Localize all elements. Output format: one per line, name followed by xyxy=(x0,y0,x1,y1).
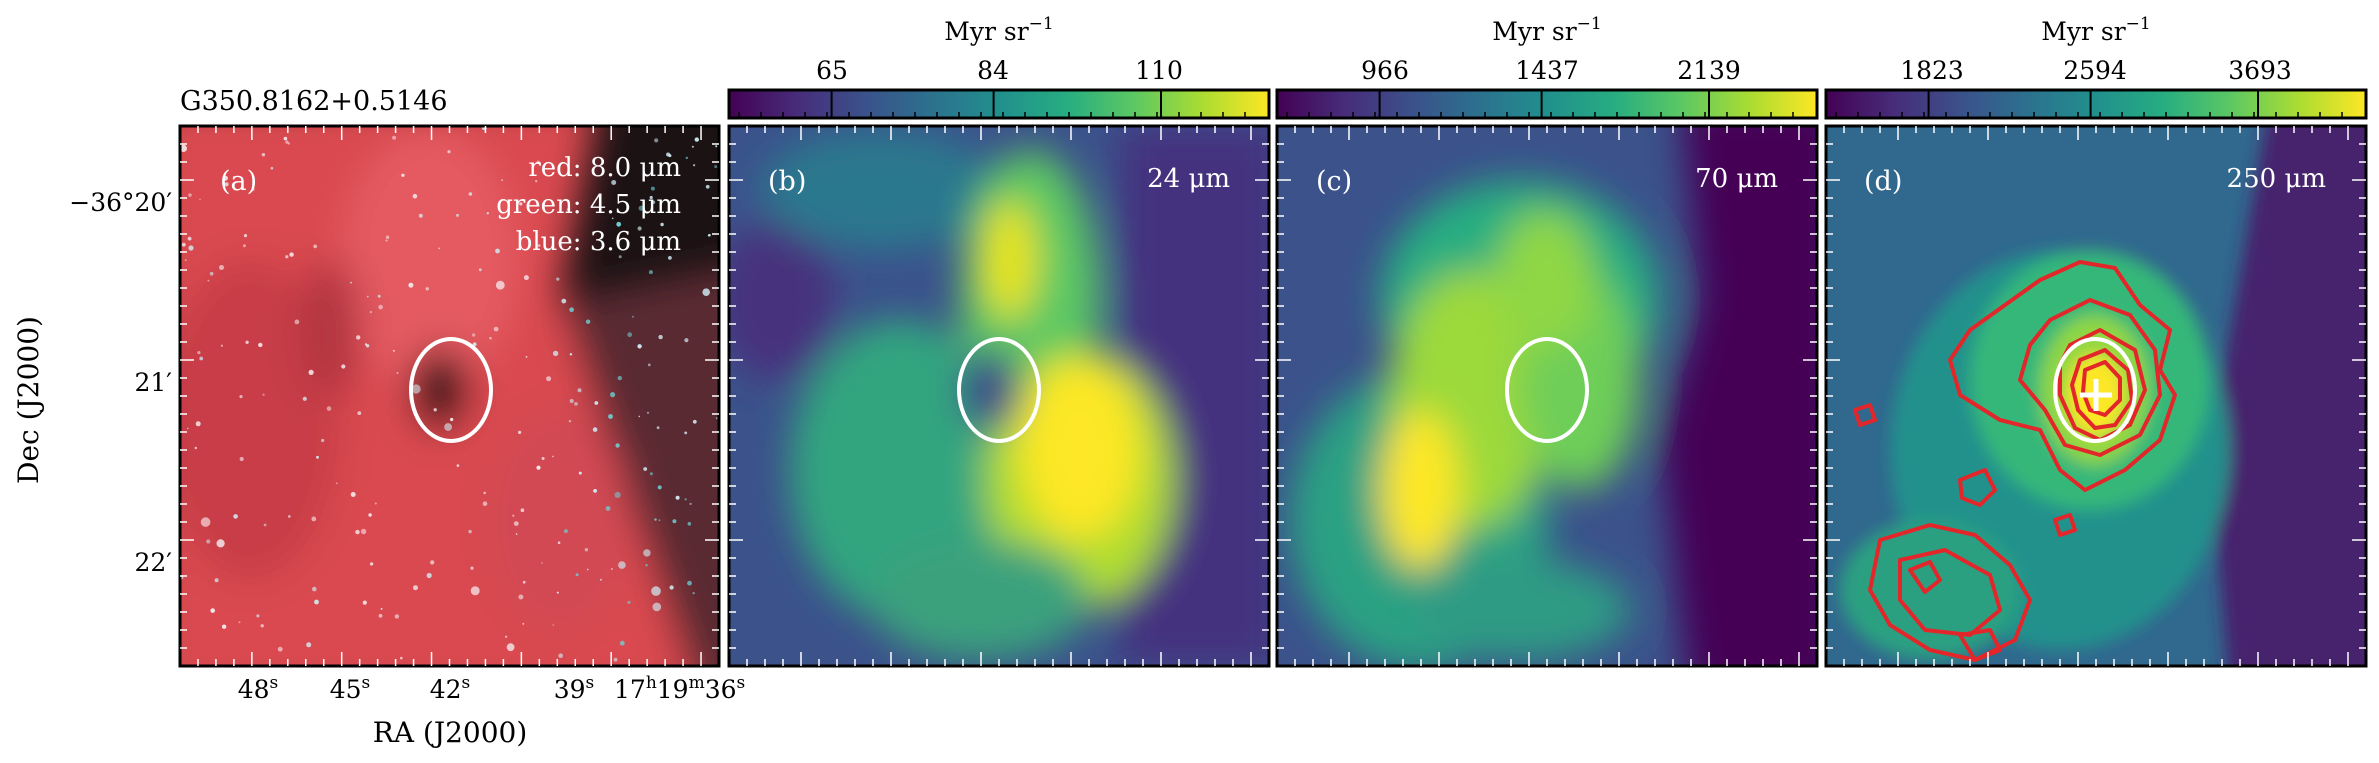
colorbar-b: Myr sr−1 65 84 110 xyxy=(727,14,1271,120)
colorbar-d-tick-0: 1823 xyxy=(1900,56,1964,85)
ra-tick-0: 48s xyxy=(238,673,279,704)
dec-tick-2: 22′ xyxy=(135,548,173,577)
panel-a-letter: (a) xyxy=(220,166,257,197)
panel-c-letter: (c) xyxy=(1316,166,1352,197)
panel-d-peak-cross xyxy=(2080,379,2112,411)
dec-tick-0: −36°20′ xyxy=(69,188,172,217)
panel-a-legend-blue: blue: 3.6 μm xyxy=(516,227,681,257)
ra-tick-4: 17h19m36s xyxy=(614,673,745,704)
colorbar-d-unit: Myr sr−1 xyxy=(2041,14,2150,46)
colorbar-d-tick-1: 2594 xyxy=(2063,56,2127,85)
panel-a-ticks xyxy=(180,126,719,666)
panel-b-image xyxy=(729,126,1269,666)
colorbar-b-tick-2: 110 xyxy=(1135,56,1183,85)
colorbar-c-tick-1: 1437 xyxy=(1515,56,1579,85)
panel-a-legend-green: green: 4.5 μm xyxy=(496,190,681,220)
panel-b-band: 24 μm xyxy=(1147,164,1230,194)
y-axis-label: Dec (J2000) xyxy=(12,316,45,484)
panel-d-band: 250 μm xyxy=(2227,164,2326,194)
colorbar-b-ticks xyxy=(738,90,1246,118)
ra-tick-1: 45s xyxy=(330,673,371,704)
panel-b-letter: (b) xyxy=(768,166,806,197)
panel-d-contours xyxy=(1853,260,2177,662)
panel-a-legend-red: red: 8.0 μm xyxy=(528,153,681,183)
panel-b-ticks xyxy=(729,126,1269,666)
panel-a-image xyxy=(180,126,719,666)
colorbar-c: Myr sr−1 966 1437 2139 xyxy=(1275,14,1819,120)
source-name: G350.8162+0.5146 xyxy=(180,86,448,117)
panel-a-stars xyxy=(180,126,718,662)
colorbar-b-tick-0: 65 xyxy=(816,56,848,85)
colorbar-c-tick-2: 2139 xyxy=(1677,56,1741,85)
panel-d: (d) 250 μm xyxy=(1824,124,2368,668)
colorbar-d-gradient xyxy=(1824,88,2368,120)
ra-tick-2: 42s xyxy=(430,673,471,704)
dec-tick-1: 21′ xyxy=(135,368,173,397)
colorbar-d: Myr sr−1 1823 2594 3693 xyxy=(1824,14,2368,120)
colorbar-b-tick-1: 84 xyxy=(977,56,1009,85)
panel-a: (a) red: 8.0 μm green: 4.5 μm blue: 3.6 … xyxy=(178,124,721,668)
colorbar-b-unit: Myr sr−1 xyxy=(944,14,1053,46)
panel-c-image xyxy=(1277,126,1817,666)
colorbar-c-unit: Myr sr−1 xyxy=(1492,14,1601,46)
colorbar-c-gradient xyxy=(1275,88,1819,120)
panel-d-aperture xyxy=(2053,337,2137,443)
panel-c-ticks xyxy=(1277,126,1817,666)
panel-a-aperture xyxy=(409,337,493,443)
x-axis-label: RA (J2000) xyxy=(373,716,528,749)
panel-c-aperture xyxy=(1505,337,1589,443)
panel-c: (c) 70 μm xyxy=(1275,124,1819,668)
panel-b-aperture xyxy=(957,337,1041,443)
panel-d-letter: (d) xyxy=(1864,166,1902,197)
dec-tick-labels: −36°20′ 21′ 22′ xyxy=(69,188,172,577)
ra-tick-labels: 48s 45s 42s 39s 17h19m36s xyxy=(238,673,746,704)
panel-d-ticks xyxy=(1826,126,2366,666)
colorbar-d-tick-2: 3693 xyxy=(2228,56,2292,85)
panel-b: (b) 24 μm xyxy=(727,124,1271,668)
colorbar-c-ticks xyxy=(1286,90,1794,118)
panel-c-band: 70 μm xyxy=(1695,164,1778,194)
ra-tick-3: 39s xyxy=(554,673,595,704)
colorbar-b-gradient xyxy=(727,88,1271,120)
colorbar-c-tick-0: 966 xyxy=(1361,56,1409,85)
colorbar-d-ticks xyxy=(1835,90,2343,118)
